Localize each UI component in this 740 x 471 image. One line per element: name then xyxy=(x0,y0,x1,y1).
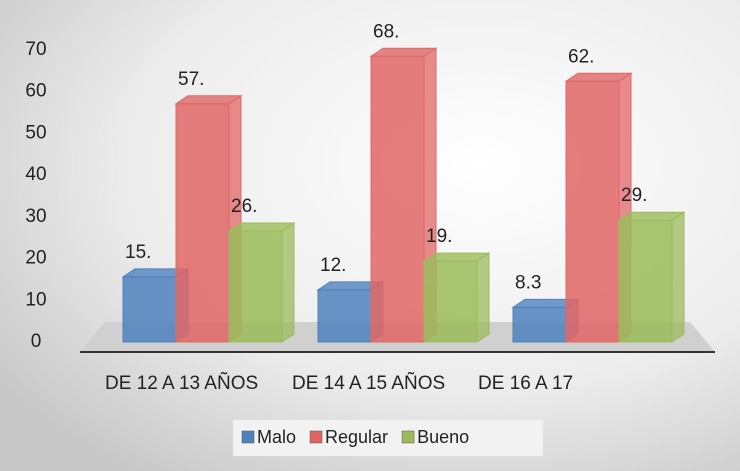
y-tick-label: 20 xyxy=(25,248,46,269)
bar xyxy=(122,276,177,343)
bar-top xyxy=(564,72,633,82)
bar-side xyxy=(671,211,685,343)
bar-top xyxy=(617,211,686,221)
y-tick-label: 0 xyxy=(31,331,42,352)
data-label: 15. xyxy=(125,242,151,263)
legend-label: Regular xyxy=(325,427,388,447)
bar xyxy=(618,219,673,343)
bar xyxy=(512,306,567,343)
x-tick-label: DE 14 A 15 AÑOS xyxy=(292,372,445,394)
legend-swatch xyxy=(309,430,323,444)
data-label: 62. xyxy=(568,46,594,67)
data-label: 19. xyxy=(426,226,452,247)
x-tick-label: DE 16 A 17 xyxy=(478,373,573,394)
bar-top xyxy=(227,222,296,232)
legend-swatch xyxy=(241,430,255,444)
bar-top xyxy=(369,47,438,57)
bar-side xyxy=(281,222,295,343)
y-tick-label: 70 xyxy=(25,39,46,60)
y-tick-label: 60 xyxy=(25,81,46,102)
bar xyxy=(565,80,620,343)
legend: Malo Regular Bueno xyxy=(241,427,469,447)
data-label: 26. xyxy=(231,196,257,217)
data-label: 12. xyxy=(320,255,346,276)
bar-top xyxy=(422,252,491,262)
bar xyxy=(423,260,478,343)
y-tick-label: 40 xyxy=(25,164,46,185)
data-label: 68. xyxy=(373,21,399,42)
y-tick-label: 50 xyxy=(25,122,46,143)
bar-side xyxy=(476,252,490,343)
legend-label: Bueno xyxy=(417,427,469,447)
y-tick-label: 10 xyxy=(25,289,46,310)
x-tick-label: DE 12 A 13 AÑOS xyxy=(105,372,258,394)
legend-label: Malo xyxy=(257,427,296,447)
data-label: 29. xyxy=(621,185,647,206)
y-tick-label: 30 xyxy=(25,206,46,227)
legend-box xyxy=(233,420,543,456)
bar xyxy=(228,230,283,343)
data-label: 8.3 xyxy=(515,272,541,293)
legend-swatch xyxy=(401,430,415,444)
bar-top xyxy=(174,95,243,105)
bar xyxy=(370,55,425,343)
data-label: 57. xyxy=(178,69,204,90)
bar xyxy=(317,289,372,343)
bar xyxy=(175,103,230,343)
